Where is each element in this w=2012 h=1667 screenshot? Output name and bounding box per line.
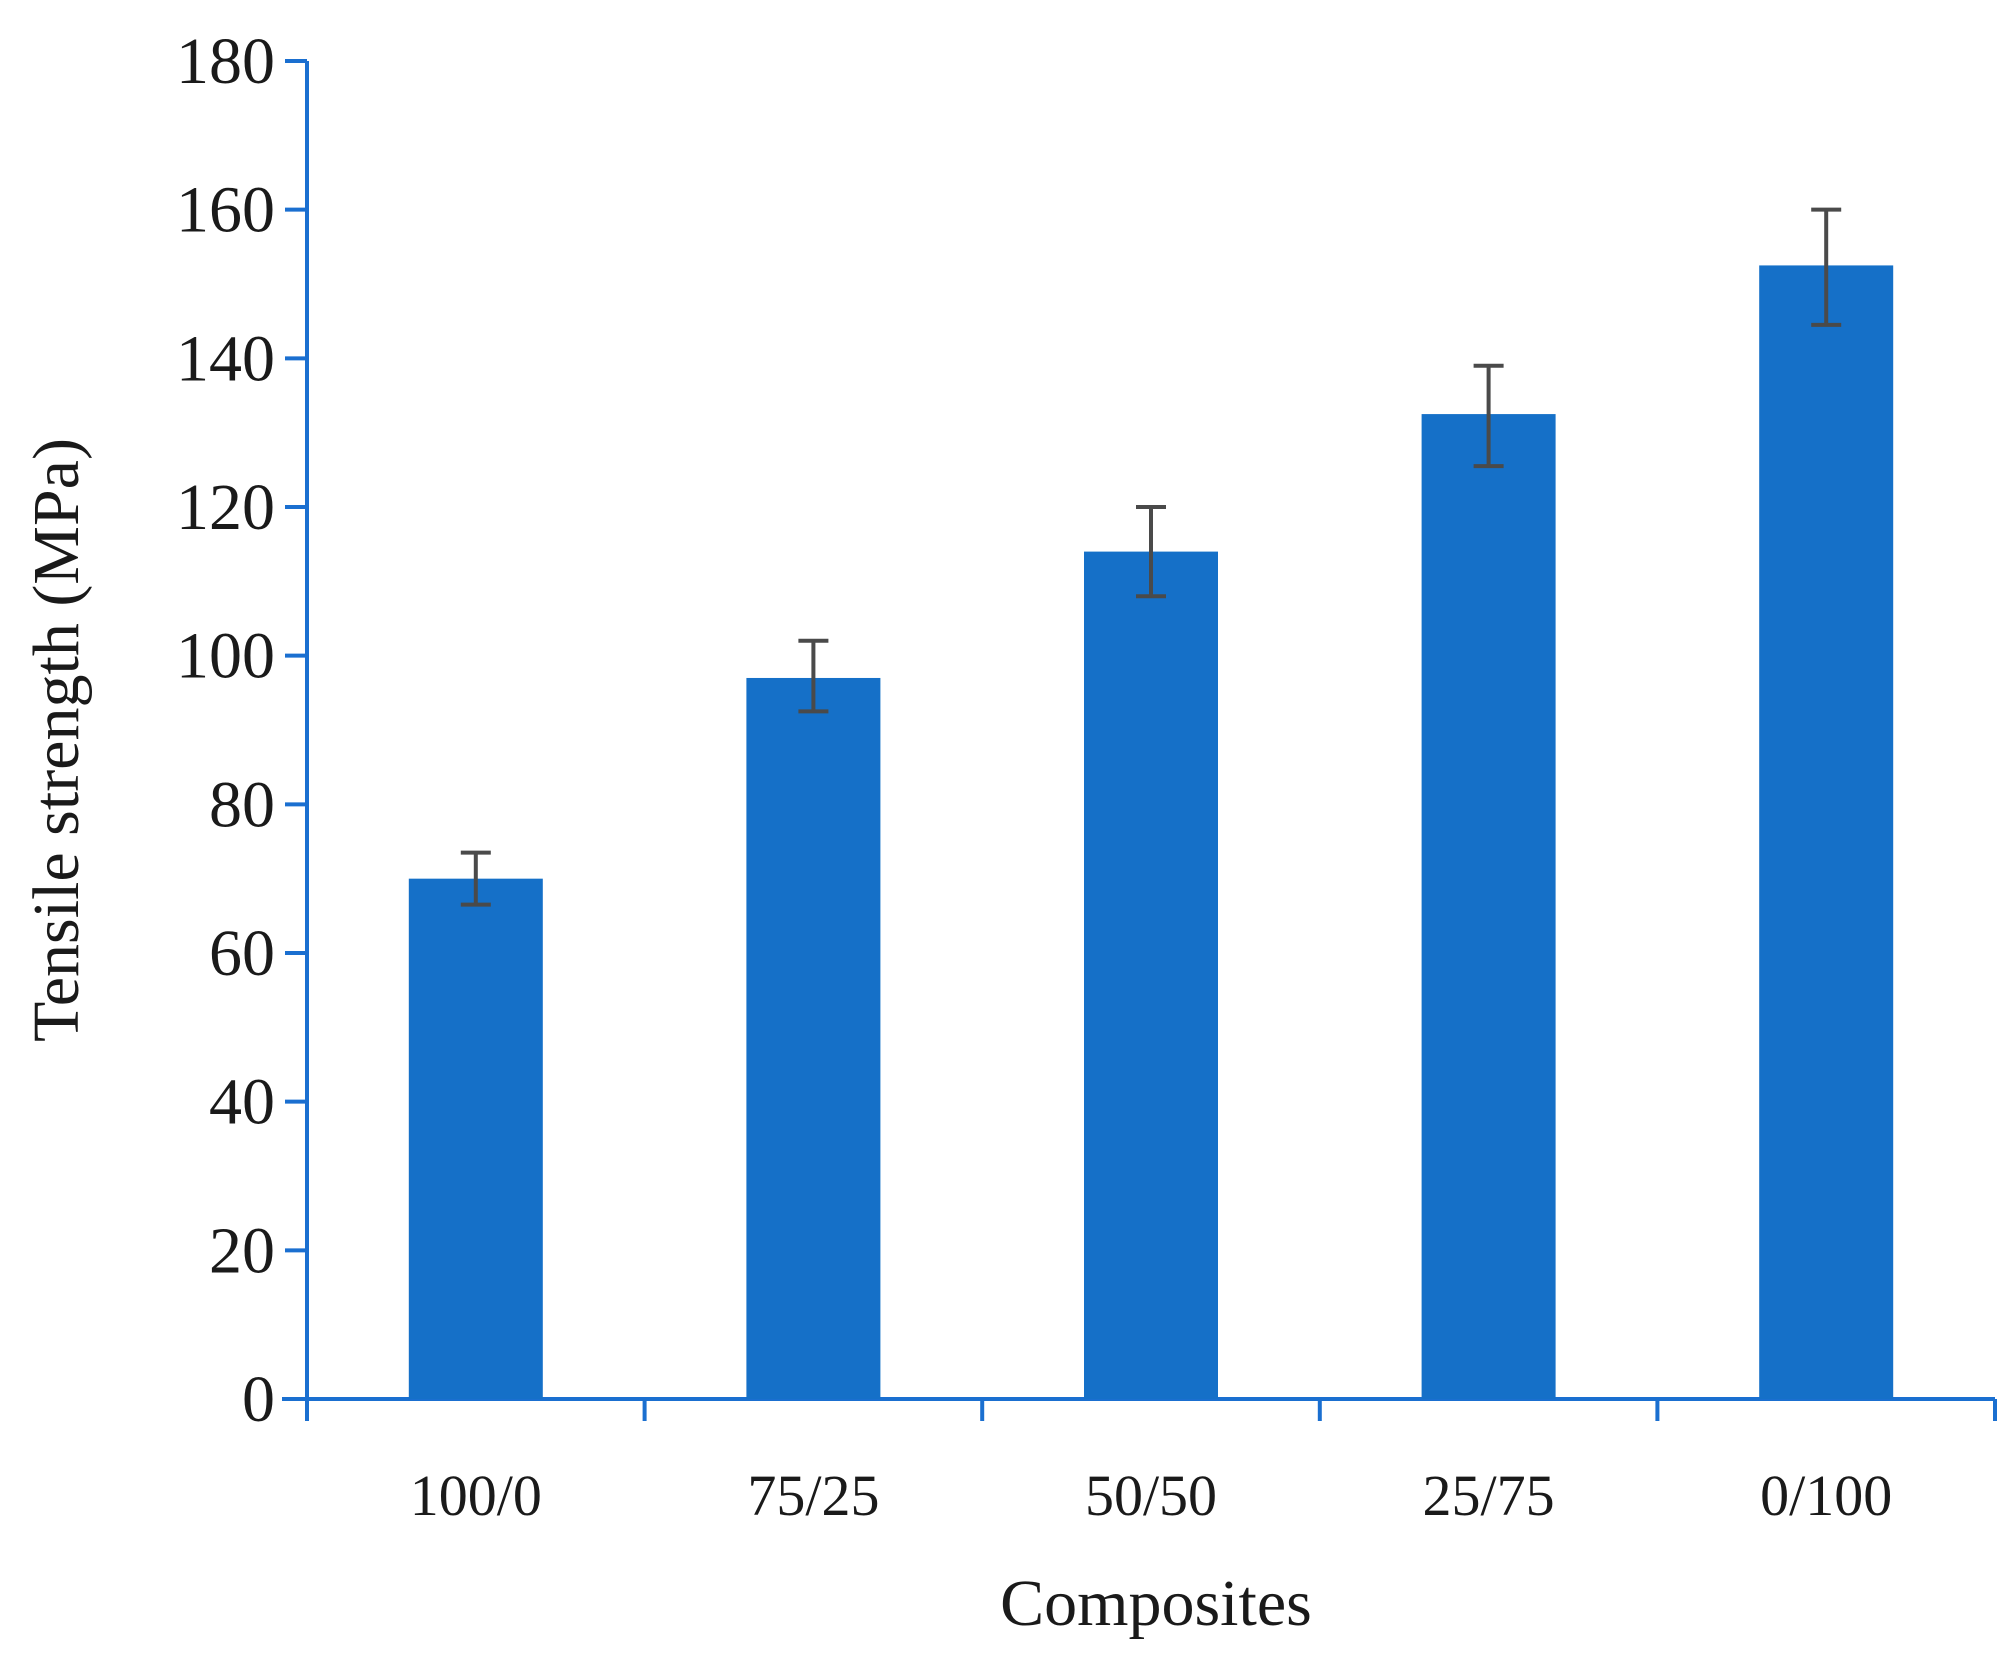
error-bar	[460, 850, 491, 907]
y-tick-label: 120	[176, 471, 275, 544]
bar-0-100	[1759, 265, 1894, 1400]
bar-50-50	[1084, 551, 1218, 1399]
y-tick-label: 20	[209, 1214, 275, 1287]
error-bar	[798, 638, 829, 714]
y-axis: 0 20 40 60 80 100 120 140 160 180	[176, 25, 309, 1436]
x-axis-title: Composites	[1000, 1567, 1312, 1640]
bars	[408, 265, 1894, 1400]
y-tick-label: 60	[209, 917, 275, 990]
error-bar	[1473, 363, 1504, 469]
x-category-label: 0/100	[1760, 1463, 1892, 1528]
x-category-label: 50/50	[1085, 1463, 1217, 1528]
bar-100-0	[408, 878, 543, 1399]
y-tick-label: 180	[176, 25, 275, 98]
x-axis: 100/0 75/25 50/50 25/75 0/100	[282, 1397, 1997, 1528]
y-tick-label: 140	[176, 322, 275, 395]
x-category-label: 75/25	[747, 1463, 879, 1528]
bar-75-25	[746, 677, 881, 1399]
y-tick-label: 80	[209, 768, 275, 841]
y-tick-label: 0	[242, 1363, 275, 1436]
y-axis-title: Tensile strength (MPa)	[20, 438, 93, 1042]
y-tick-label: 160	[176, 174, 275, 247]
error-bar	[1136, 505, 1166, 599]
y-tick-label: 40	[209, 1066, 275, 1139]
error-bar	[1811, 207, 1842, 327]
x-category-label: 100/0	[410, 1463, 542, 1528]
y-tick-label: 100	[176, 620, 275, 693]
x-category-label: 25/75	[1423, 1463, 1555, 1528]
error-bars	[460, 207, 1842, 907]
bar-25-75	[1421, 414, 1556, 1399]
